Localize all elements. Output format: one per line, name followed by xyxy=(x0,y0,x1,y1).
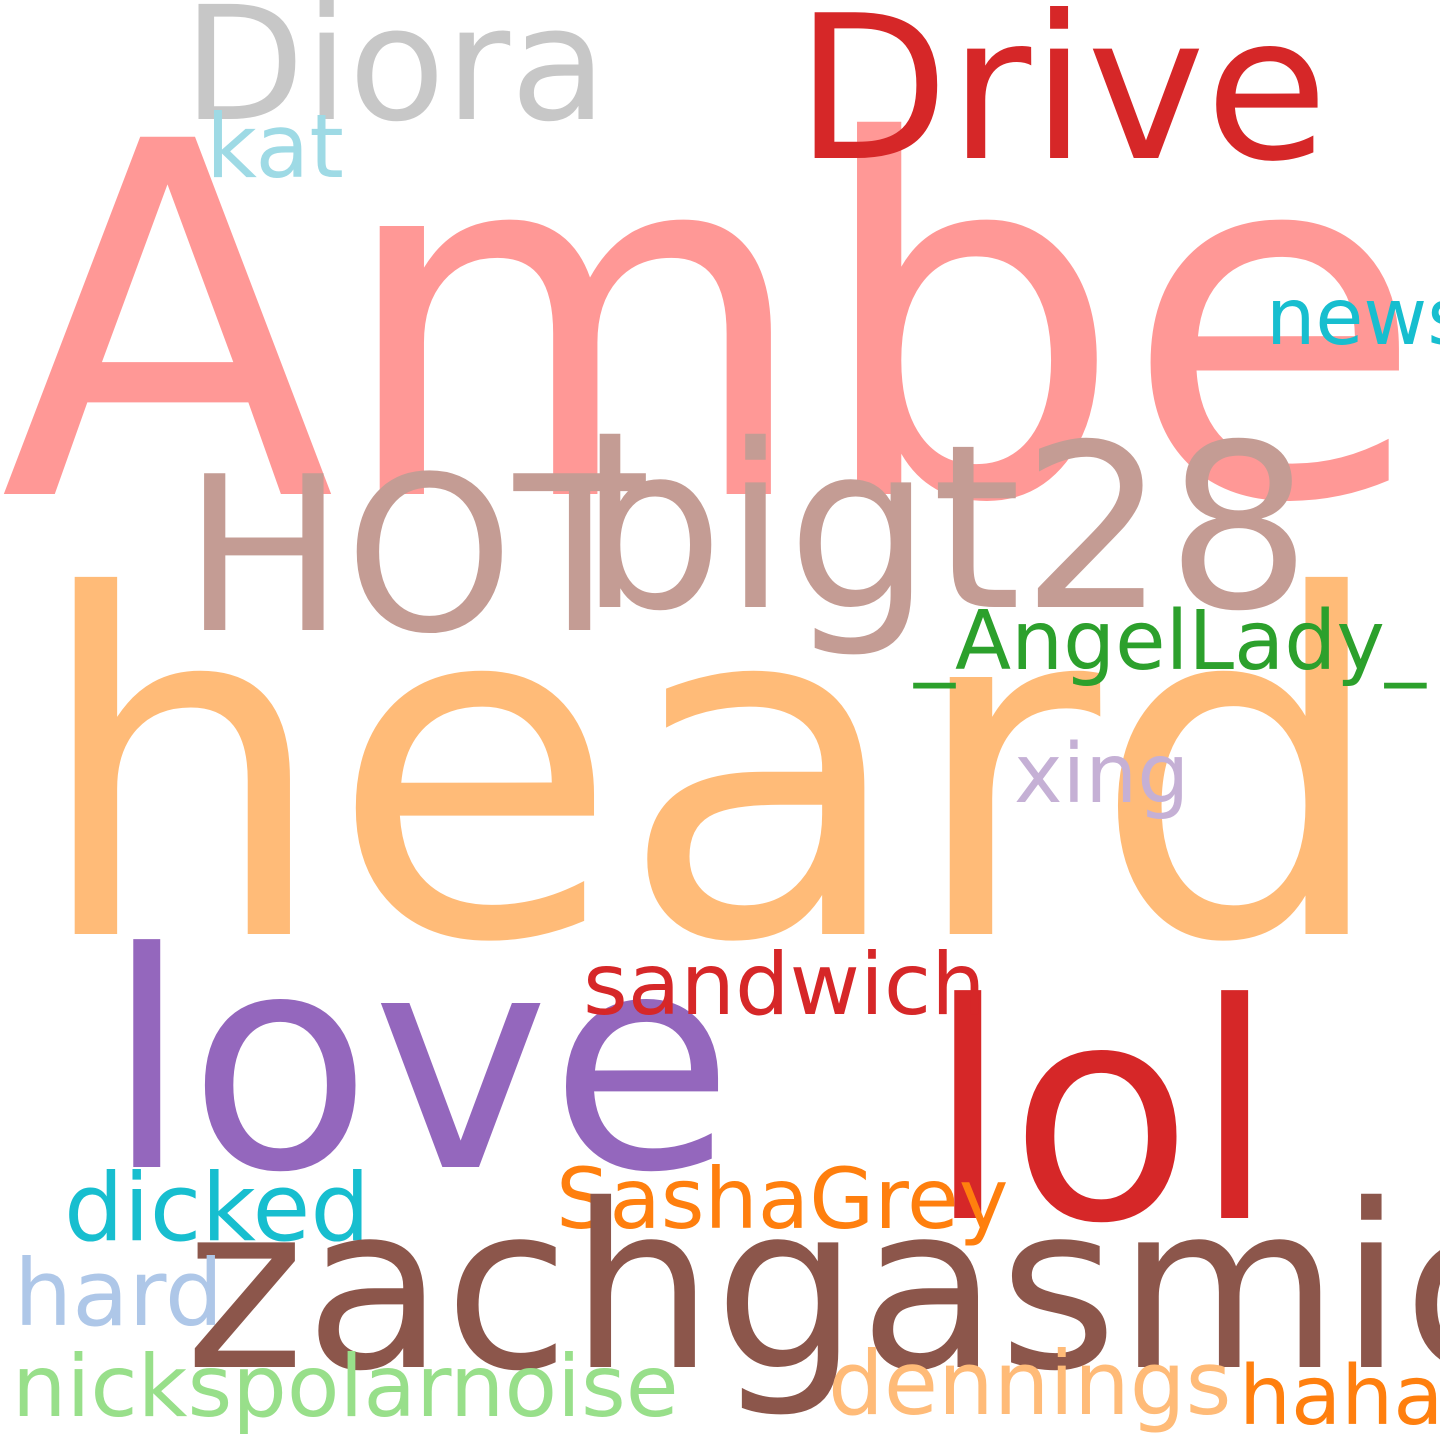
word-dennings: dennings xyxy=(828,1332,1232,1435)
word-dicked: dicked xyxy=(64,1154,371,1263)
word-bigt28: bigt28 xyxy=(579,395,1312,661)
word-sandwich: sandwich xyxy=(583,935,986,1035)
word-news: news xyxy=(1266,273,1440,363)
word-hot: HOT xyxy=(183,430,646,681)
word-angellady: _AngelLady_ xyxy=(914,594,1426,689)
word-diora: Diora xyxy=(183,0,608,157)
word-sashagrey: SashaGrey xyxy=(556,1150,1009,1248)
word-drive: Drive xyxy=(795,0,1329,206)
word-amber: Amber xyxy=(0,39,1440,610)
word-hard: hard xyxy=(14,1240,224,1347)
word-love: love xyxy=(105,889,735,1238)
word-xing: xing xyxy=(1014,727,1190,822)
word-heard: heard xyxy=(32,498,1391,1045)
word-nickspolarnoise: nickspolarnoise xyxy=(12,1337,679,1437)
word-kat: kat xyxy=(206,95,344,198)
word-lol: lol xyxy=(926,940,1277,1289)
word-zachgasmic: zachgasmic xyxy=(185,1155,1440,1421)
word-haha: haha xyxy=(1239,1349,1440,1440)
